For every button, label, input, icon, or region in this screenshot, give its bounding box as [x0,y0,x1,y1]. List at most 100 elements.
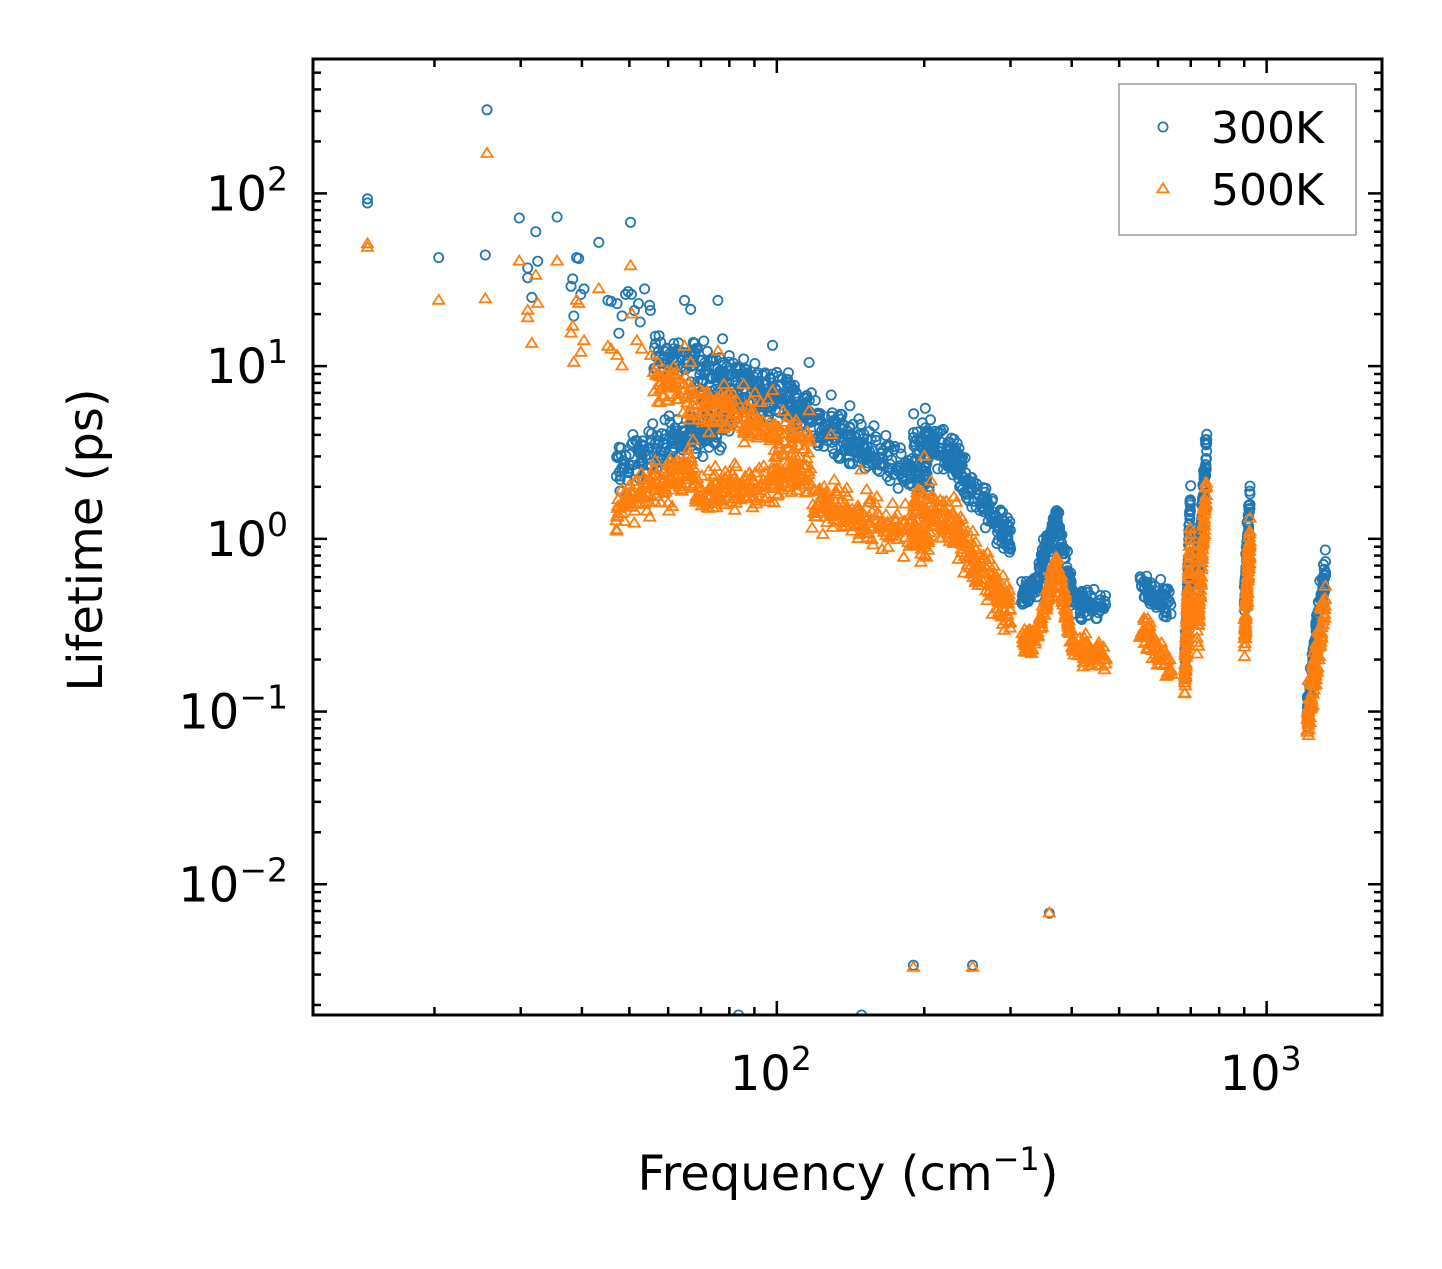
data-point-500K [838,518,854,531]
data-point-300K [1161,598,1173,610]
data-point-300K [1318,568,1330,580]
data-point-300K [876,459,888,471]
data-point-500K [981,585,997,597]
data-point-300K [634,444,646,456]
data-point-500K [686,408,702,421]
data-point-500K [789,483,805,496]
data-point-500K [965,960,980,972]
data-point-500K [634,490,650,502]
data-point-500K [1042,905,1057,918]
data-point-500K [1194,562,1210,575]
data-point-500K [727,503,743,515]
data-point-500K [623,258,638,271]
data-point-500K [695,384,710,397]
y-axis-label: Lifetime (ps) [58,388,114,691]
data-point-500K [715,421,731,434]
data-point-300K [852,442,864,454]
data-point-500K [615,506,630,518]
data-point-500K [742,474,757,487]
data-point-500K [906,960,921,972]
data-point-500K [1242,552,1257,564]
data-point-500K [766,474,782,487]
data-point-500K [573,345,589,357]
data-point-500K [872,508,887,521]
data-point-300K [361,193,373,205]
data-point-300K [987,493,999,505]
data-point-300K [1155,574,1167,586]
data-point-500K [1097,662,1112,675]
data-point-500K [661,503,677,516]
data-point-300K [643,426,655,438]
data-point-500K [667,366,683,378]
data-point-500K [912,483,928,495]
data-point-500K [1183,532,1198,544]
data-point-300K [1200,453,1212,465]
data-point-300K [888,469,900,481]
data-point-500K [713,493,728,506]
data-point-300K [627,437,639,449]
data-point-500K [858,521,874,534]
data-point-300K [568,310,580,322]
data-point-500K [849,503,865,516]
data-point-500K [885,496,900,509]
data-point-500K [697,399,713,411]
data-point-300K [929,432,941,444]
data-point-300K [919,428,931,440]
data-point-500K [859,482,874,495]
data-point-500K [801,403,817,416]
data-point-500K [873,520,889,533]
data-point-300K [908,427,920,439]
data-point-500K [678,369,693,382]
data-point-500K [528,268,544,280]
data-point-300K [633,298,645,310]
data-point-300K [749,357,761,369]
data-point-500K [924,511,939,524]
data-point-500K [1050,568,1066,580]
data-point-500K [642,510,657,522]
data-point-300K [1165,608,1177,620]
data-point-300K [1094,590,1106,602]
data-point-300K [634,316,646,328]
data-point-500K [1142,615,1158,628]
data-point-300K [1024,590,1036,602]
data-point-300K [836,409,848,421]
data-point-300K [1317,581,1329,593]
data-point-300K [1033,557,1045,569]
data-point-500K [1180,592,1195,604]
data-point-500K [1178,641,1193,654]
data-point-500K [610,509,625,522]
data-point-300K [818,422,830,434]
data-point-500K [725,480,740,493]
data-point-300K [652,451,664,463]
data-point-300K [825,389,837,401]
data-point-300K [1074,611,1086,623]
data-point-500K [911,497,926,509]
data-point-500K [778,427,794,439]
data-point-300K [1185,480,1197,492]
data-point-300K [1198,465,1210,477]
data-point-500K [1240,570,1255,582]
data-point-300K [614,473,626,485]
data-point-500K [717,470,733,483]
data-point-500K [919,550,934,562]
data-point-500K [890,532,905,544]
data-point-300K [950,444,962,456]
data-point-300K [954,481,966,493]
data-point-300K [361,197,373,209]
data-point-500K [1241,562,1256,574]
data-point-300K [991,538,1003,550]
data-point-500K [1194,546,1210,558]
data-point-500K [1198,498,1213,510]
data-point-500K [991,605,1007,618]
data-point-500K [1314,631,1330,644]
data-point-500K [837,496,853,509]
data-point-300K [1057,542,1069,554]
data-point-500K [1156,658,1172,670]
data-point-300K [669,422,681,434]
data-point-300K [862,452,874,464]
x-axis-label-tail: ) [1040,1146,1059,1202]
data-point-500K [778,468,794,480]
data-point-300K [481,104,493,116]
data-point-300K [963,495,975,507]
data-point-500K [734,479,749,492]
